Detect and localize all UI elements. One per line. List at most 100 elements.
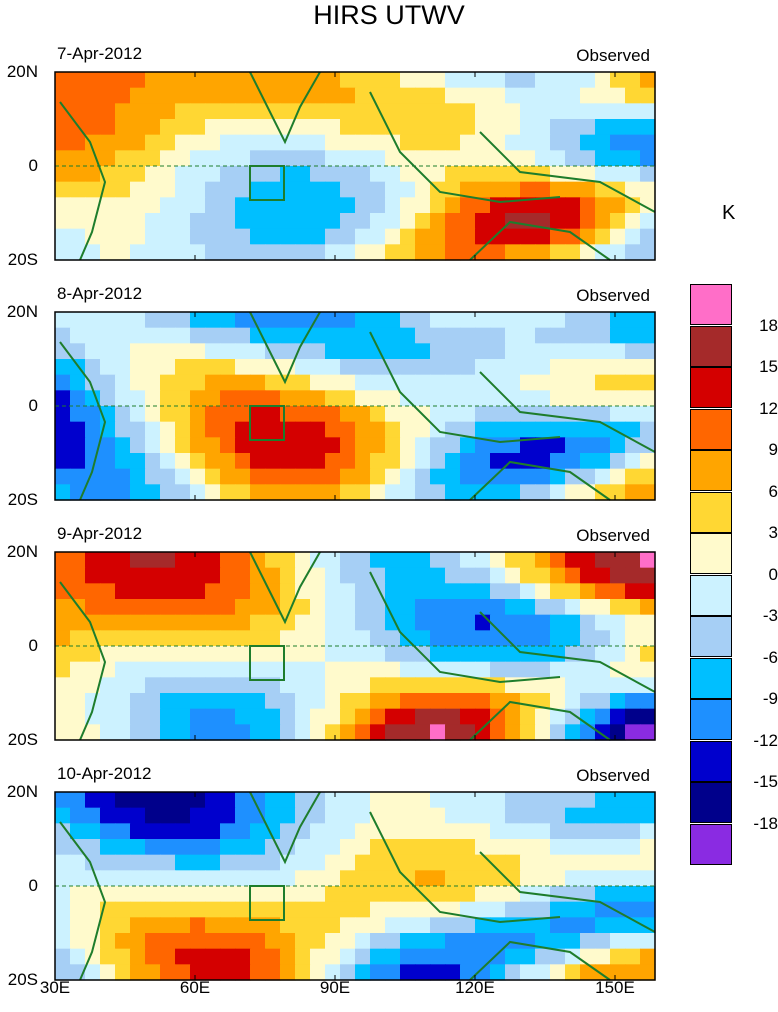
heatmap-cell	[340, 437, 356, 454]
heatmap-cell	[130, 693, 146, 710]
heatmap-cell	[340, 583, 356, 600]
heatmap-cell	[445, 374, 461, 391]
heatmap-cell	[625, 870, 641, 887]
heatmap-cell	[490, 724, 506, 741]
heatmap-cell	[625, 630, 641, 647]
heatmap-cell	[475, 583, 491, 600]
heatmap-cell	[490, 359, 506, 376]
heatmap-cell	[265, 933, 281, 950]
colorbar-swatch	[690, 616, 732, 657]
heatmap-cell	[235, 453, 251, 470]
heatmap-cell	[205, 583, 221, 600]
heatmap-cell	[280, 661, 296, 678]
heatmap-cell	[490, 583, 506, 600]
heatmap-cell	[160, 359, 176, 376]
heatmap-cell	[580, 708, 596, 725]
heatmap-cell	[370, 134, 386, 151]
heatmap-cell	[190, 599, 206, 616]
heatmap-cell	[595, 374, 611, 391]
heatmap-cell	[100, 792, 116, 809]
heatmap-cell	[565, 870, 581, 887]
heatmap-cell	[325, 964, 341, 981]
heatmap-cell	[400, 583, 416, 600]
heatmap-cell	[250, 823, 266, 840]
heatmap-cell	[475, 421, 491, 438]
heatmap-cell	[145, 213, 161, 230]
heatmap-cell	[520, 119, 536, 136]
heatmap-cell	[100, 870, 116, 887]
heatmap-cell	[625, 839, 641, 856]
heatmap-cell	[115, 390, 131, 407]
heatmap-cell	[400, 213, 416, 230]
heatmap-cell	[310, 614, 326, 631]
heatmap-cell	[640, 374, 656, 391]
heatmap-cell	[505, 181, 521, 198]
heatmap-cell	[415, 150, 431, 167]
heatmap-cell	[355, 437, 371, 454]
heatmap-cell	[130, 374, 146, 391]
heatmap-cell	[550, 484, 566, 501]
heatmap-cell	[625, 646, 641, 663]
heatmap-cell	[355, 933, 371, 950]
heatmap-cell	[130, 103, 146, 120]
heatmap-cell	[370, 468, 386, 485]
heatmap-cell	[190, 213, 206, 230]
heatmap-cell	[70, 646, 86, 663]
heatmap-cell	[115, 484, 131, 501]
heatmap-cell	[115, 917, 131, 934]
heatmap-cell	[325, 228, 341, 245]
heatmap-cell	[205, 792, 221, 809]
heatmap-cell	[220, 244, 236, 261]
heatmap-cell	[505, 103, 521, 120]
heatmap-cell	[610, 917, 626, 934]
heatmap-cell	[430, 228, 446, 245]
heatmap-cell	[160, 661, 176, 678]
heatmap-cell	[385, 823, 401, 840]
colorbar-swatch	[690, 657, 732, 699]
heatmap-cell	[145, 823, 161, 840]
lat-tick: 20S	[7, 730, 38, 749]
heatmap-cell	[235, 468, 251, 485]
heatmap-cell	[625, 948, 641, 965]
heatmap-cell	[430, 87, 446, 104]
heatmap-cell	[205, 453, 221, 470]
heatmap-cell	[235, 599, 251, 616]
heatmap-cell	[130, 197, 146, 214]
heatmap-cell	[625, 343, 641, 360]
heatmap-cell	[625, 406, 641, 423]
heatmap-cell	[160, 484, 176, 501]
heatmap-cell	[430, 823, 446, 840]
heatmap-cell	[400, 964, 416, 981]
heatmap-cell	[325, 552, 341, 569]
heatmap-cell	[400, 453, 416, 470]
heatmap-cell	[310, 661, 326, 678]
heatmap-cell	[115, 359, 131, 376]
heatmap-cell	[280, 708, 296, 725]
heatmap-cell	[340, 468, 356, 485]
heatmap-cell	[385, 213, 401, 230]
heatmap-cell	[55, 197, 71, 214]
heatmap-cell	[250, 119, 266, 136]
heatmap-cell	[565, 312, 581, 329]
heatmap-cell	[400, 661, 416, 678]
heatmap-cell	[640, 103, 656, 120]
heatmap-cell	[100, 807, 116, 824]
heatmap-cell	[640, 792, 656, 809]
heatmap-cell	[595, 792, 611, 809]
heatmap-cell	[115, 792, 131, 809]
heatmap-cell	[415, 599, 431, 616]
heatmap-cell	[190, 406, 206, 423]
heatmap-cell	[250, 228, 266, 245]
heatmap-cell	[325, 468, 341, 485]
heatmap-cell	[580, 661, 596, 678]
heatmap-cell	[265, 244, 281, 261]
heatmap-cell	[490, 839, 506, 856]
heatmap-cell	[385, 150, 401, 167]
heatmap-cell	[235, 213, 251, 230]
heatmap-cell	[235, 693, 251, 710]
heatmap-cell	[355, 724, 371, 741]
heatmap-cell	[205, 646, 221, 663]
heatmap-cell	[595, 870, 611, 887]
lon-tick: 150E	[595, 978, 635, 997]
heatmap-cell	[325, 150, 341, 167]
